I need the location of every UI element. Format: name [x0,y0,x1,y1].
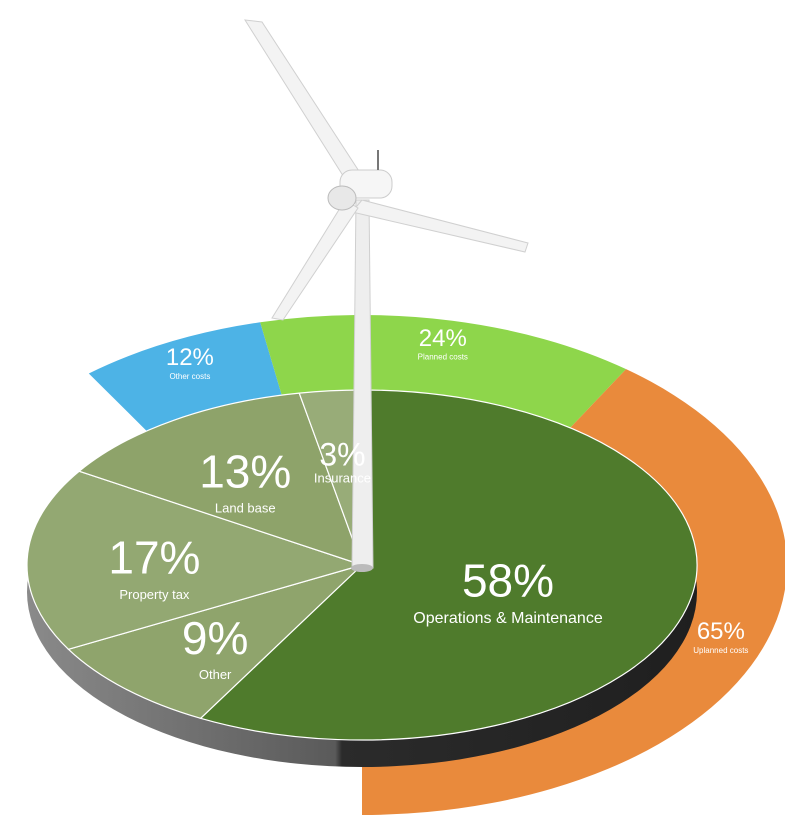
value-label: 9% [182,612,248,664]
value-label: 65% [697,618,745,645]
category-label: Uplanned costs [693,646,748,655]
category-label: Property tax [119,587,190,602]
category-label: Other costs [169,372,210,381]
category-label: Operations & Maintenance [413,610,603,627]
category-label: Insurance [314,470,371,485]
category-label: Planned costs [418,353,468,362]
value-label: 24% [419,325,467,352]
value-label: 12% [166,344,214,371]
category-label: Land base [215,501,276,516]
value-label: 17% [108,532,200,584]
value-label: 58% [462,555,554,607]
category-label: Other [199,667,232,682]
value-label: 13% [199,445,291,497]
infographic: 58% Operations & Maintenance 9% Other 17% Pro… [0,0,785,825]
value-label: 3% [319,436,365,472]
